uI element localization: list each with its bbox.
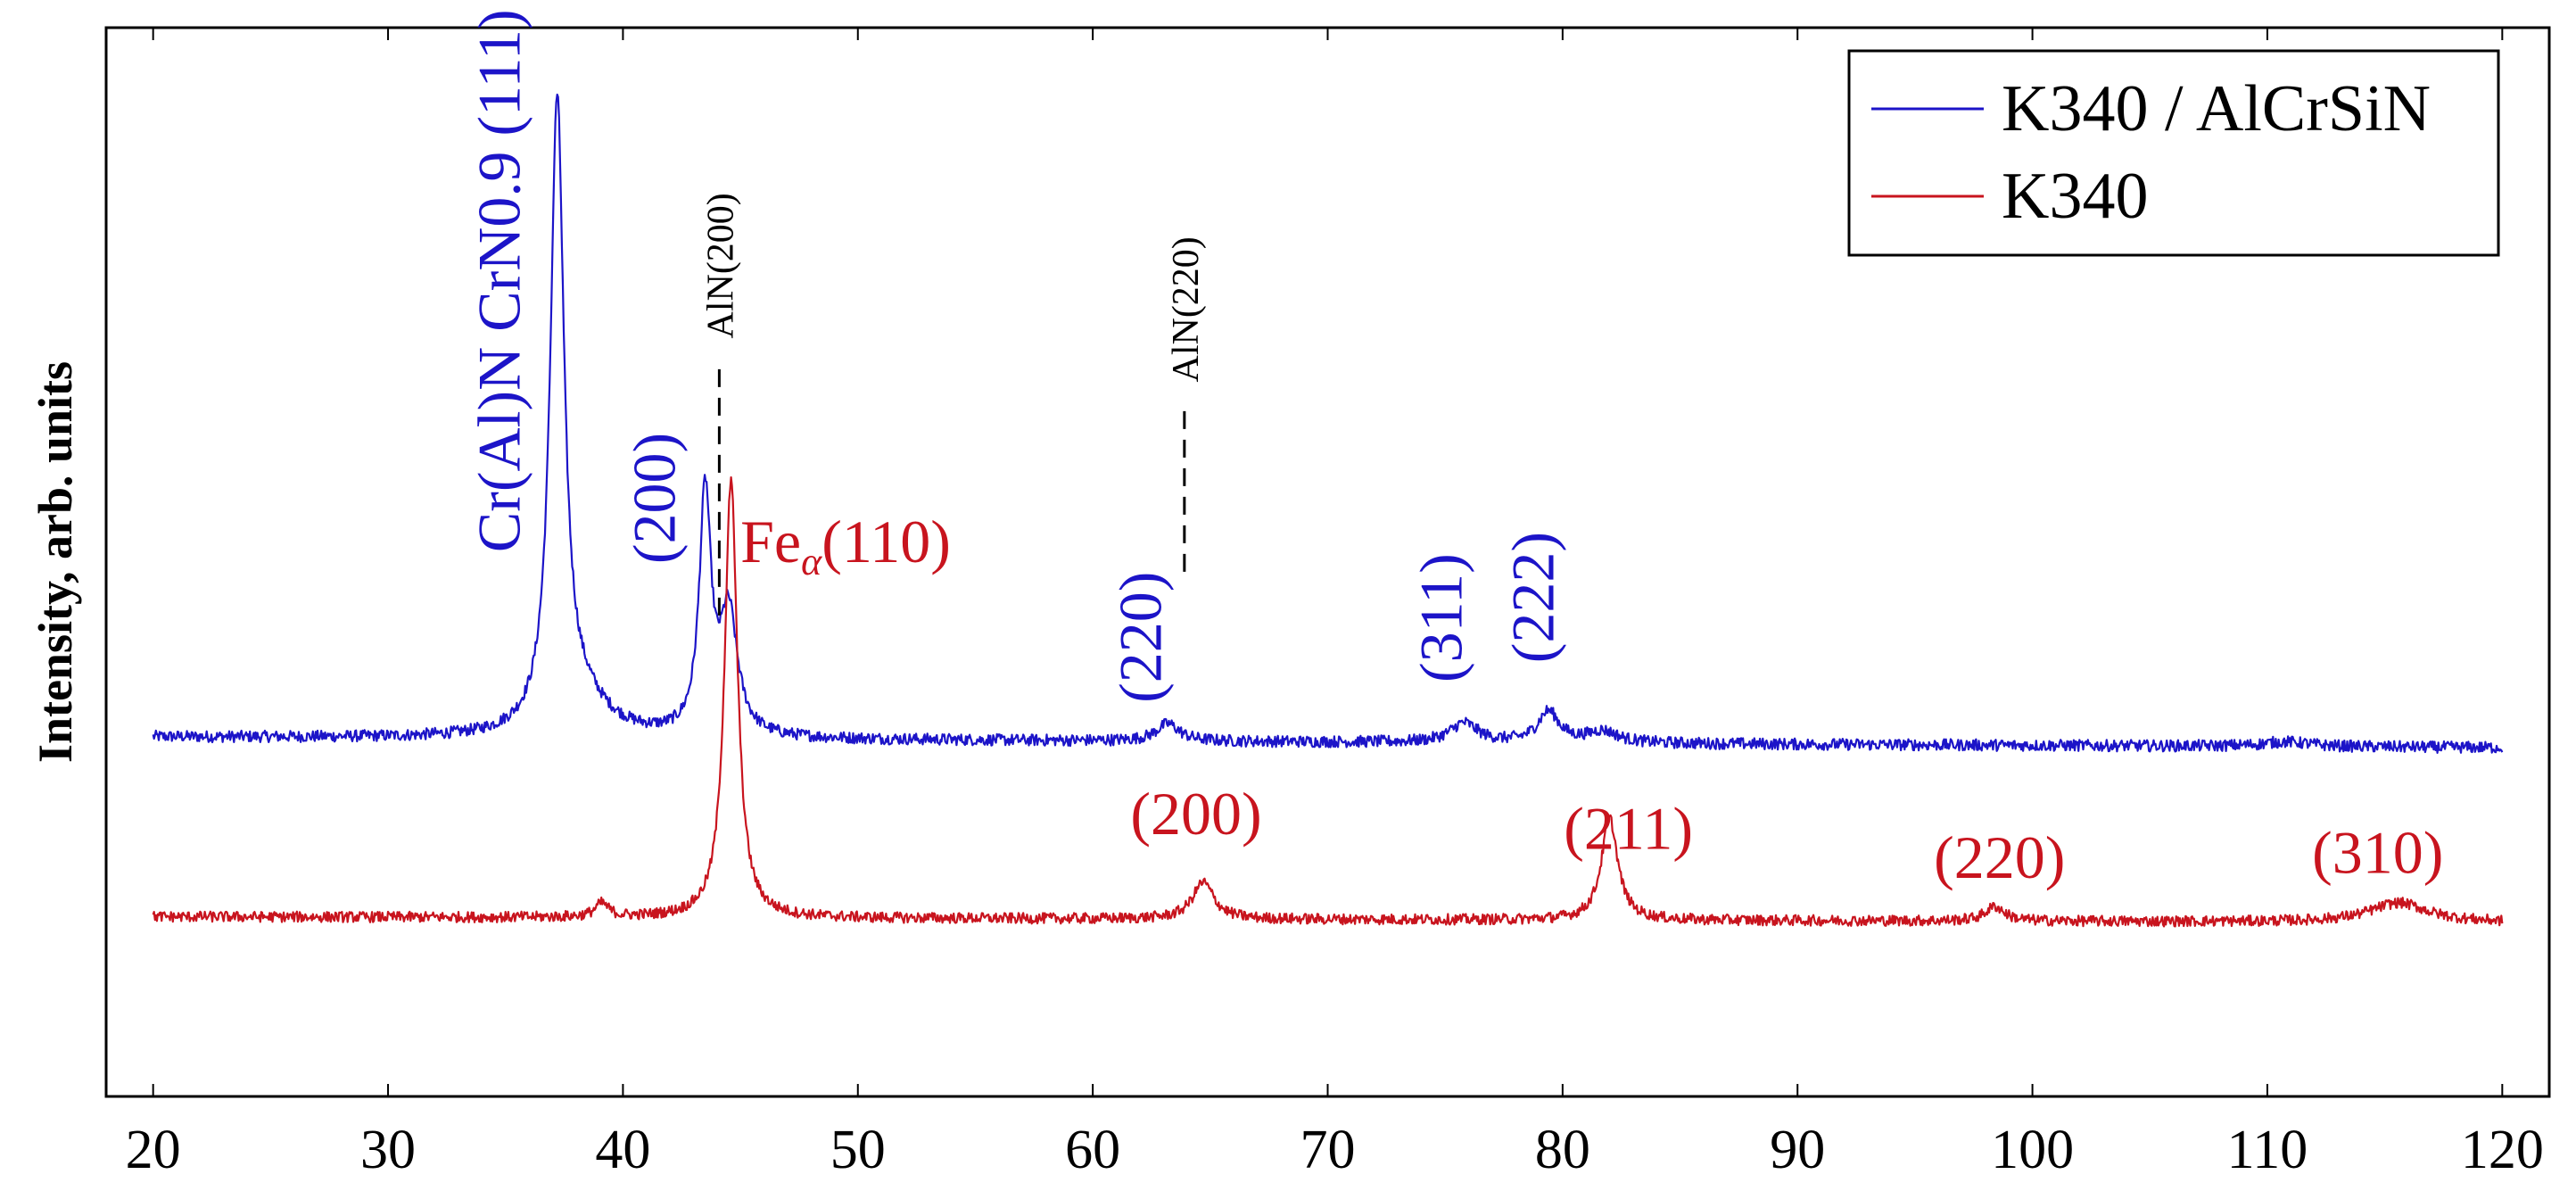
peak-label-coated-crn-311: (311) bbox=[1408, 553, 1475, 682]
peak-label-substrate-fe-220: (220) bbox=[1934, 823, 2065, 891]
fe-symbol: Fe bbox=[740, 508, 801, 575]
series-line-substrate bbox=[152, 476, 2504, 928]
x-tick-label: 60 bbox=[1065, 1120, 1120, 1180]
x-tick-label: 90 bbox=[1770, 1120, 1825, 1180]
x-axis-ticks: 20 30 40 50 60 70 80 90 100 110 120 bbox=[126, 28, 2544, 1180]
x-tick-label: 40 bbox=[595, 1120, 650, 1180]
x-tick-label: 50 bbox=[830, 1120, 886, 1180]
legend-label-coated: K340 / AlCrSiN bbox=[2002, 72, 2431, 145]
peak-label-substrate-fe-211: (211) bbox=[1564, 794, 1693, 862]
peak-label-substrate-fe-310: (310) bbox=[2312, 819, 2443, 887]
legend: K340 / AlCrSiN K340 bbox=[1847, 49, 2500, 257]
series-line-coated bbox=[152, 93, 2504, 755]
x-tick-label: 80 bbox=[1535, 1120, 1590, 1180]
y-axis-title: Intensity, arb. units bbox=[29, 361, 82, 763]
peak-label-coated-crn-111: Cr(Al)N CrN0.9 (111) bbox=[466, 9, 533, 552]
peak-label-substrate-fe-110: Feα(110) bbox=[740, 508, 951, 583]
x-tick-label: 20 bbox=[126, 1120, 181, 1180]
aln-label-aln-220: AlN(220) bbox=[1166, 236, 1207, 382]
legend-box bbox=[1847, 49, 2500, 257]
x-tick-label: 30 bbox=[360, 1120, 416, 1180]
series-layer bbox=[152, 93, 2504, 928]
aln-label-aln-200: AlN(200) bbox=[700, 193, 741, 338]
x-tick-label: 120 bbox=[2461, 1120, 2544, 1180]
x-tick-label: 100 bbox=[1991, 1120, 2074, 1180]
annotation-layer: Cr(Al)N CrN0.9 (111) (200) (220) (311) (222)… bbox=[466, 9, 2444, 891]
fe-phase-subscript: α bbox=[801, 540, 822, 583]
peak-label-coated-crn-200: (200) bbox=[620, 433, 688, 564]
x-tick-label: 110 bbox=[2227, 1120, 2308, 1180]
fe-miller-index: (110) bbox=[822, 508, 951, 575]
peak-label-substrate-fe-200: (200) bbox=[1130, 780, 1261, 848]
legend-label-substrate: K340 bbox=[2002, 160, 2148, 233]
peak-label-coated-crn-222: (222) bbox=[1499, 532, 1566, 663]
x-tick-label: 70 bbox=[1300, 1120, 1356, 1180]
peak-label-coated-crn-220: (220) bbox=[1107, 572, 1175, 703]
